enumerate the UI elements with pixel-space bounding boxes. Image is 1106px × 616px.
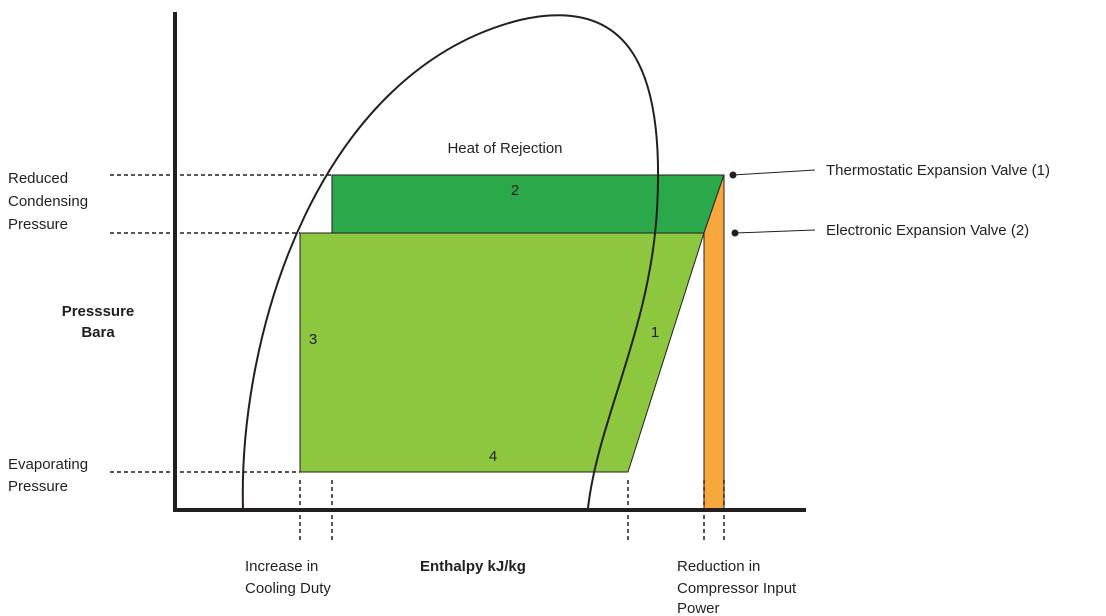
x-axis-label: Enthalpy kJ/kg bbox=[420, 558, 526, 575]
rejection-region bbox=[331, 174, 725, 234]
region-label: 3 bbox=[309, 331, 317, 348]
cooling-region bbox=[299, 232, 705, 473]
region-label: 2 bbox=[511, 182, 519, 199]
compressor-region bbox=[703, 174, 725, 511]
condensing-label: Reduced bbox=[8, 170, 68, 187]
tev-label: Thermostatic Expansion Valve (1) bbox=[826, 162, 1050, 179]
eev-label: Electronic Expansion Valve (2) bbox=[826, 222, 1029, 239]
evaporating-label: Evaporating bbox=[8, 456, 88, 473]
compressor-label: Compressor Input bbox=[677, 580, 797, 597]
cooling-duty-label: Increase in bbox=[245, 558, 318, 575]
y-axis-label: Presssure bbox=[62, 303, 135, 320]
condensing-label: Pressure bbox=[8, 216, 68, 233]
cooling-duty-label: Cooling Duty bbox=[245, 580, 331, 597]
evaporating-label: Pressure bbox=[8, 478, 68, 495]
guide-lines bbox=[110, 174, 725, 542]
compressor-label: Power bbox=[677, 600, 720, 616]
compressor-label: Reduction in bbox=[677, 558, 760, 575]
condensing-label: Condensing bbox=[8, 193, 88, 210]
heat-of-rejection: Heat of Rejection bbox=[447, 140, 562, 157]
region-label: 1 bbox=[651, 324, 659, 341]
y-axis-label: Bara bbox=[81, 324, 115, 341]
region-label: 4 bbox=[489, 448, 497, 465]
saturation-dome bbox=[241, 14, 660, 511]
leaders bbox=[729, 169, 816, 237]
